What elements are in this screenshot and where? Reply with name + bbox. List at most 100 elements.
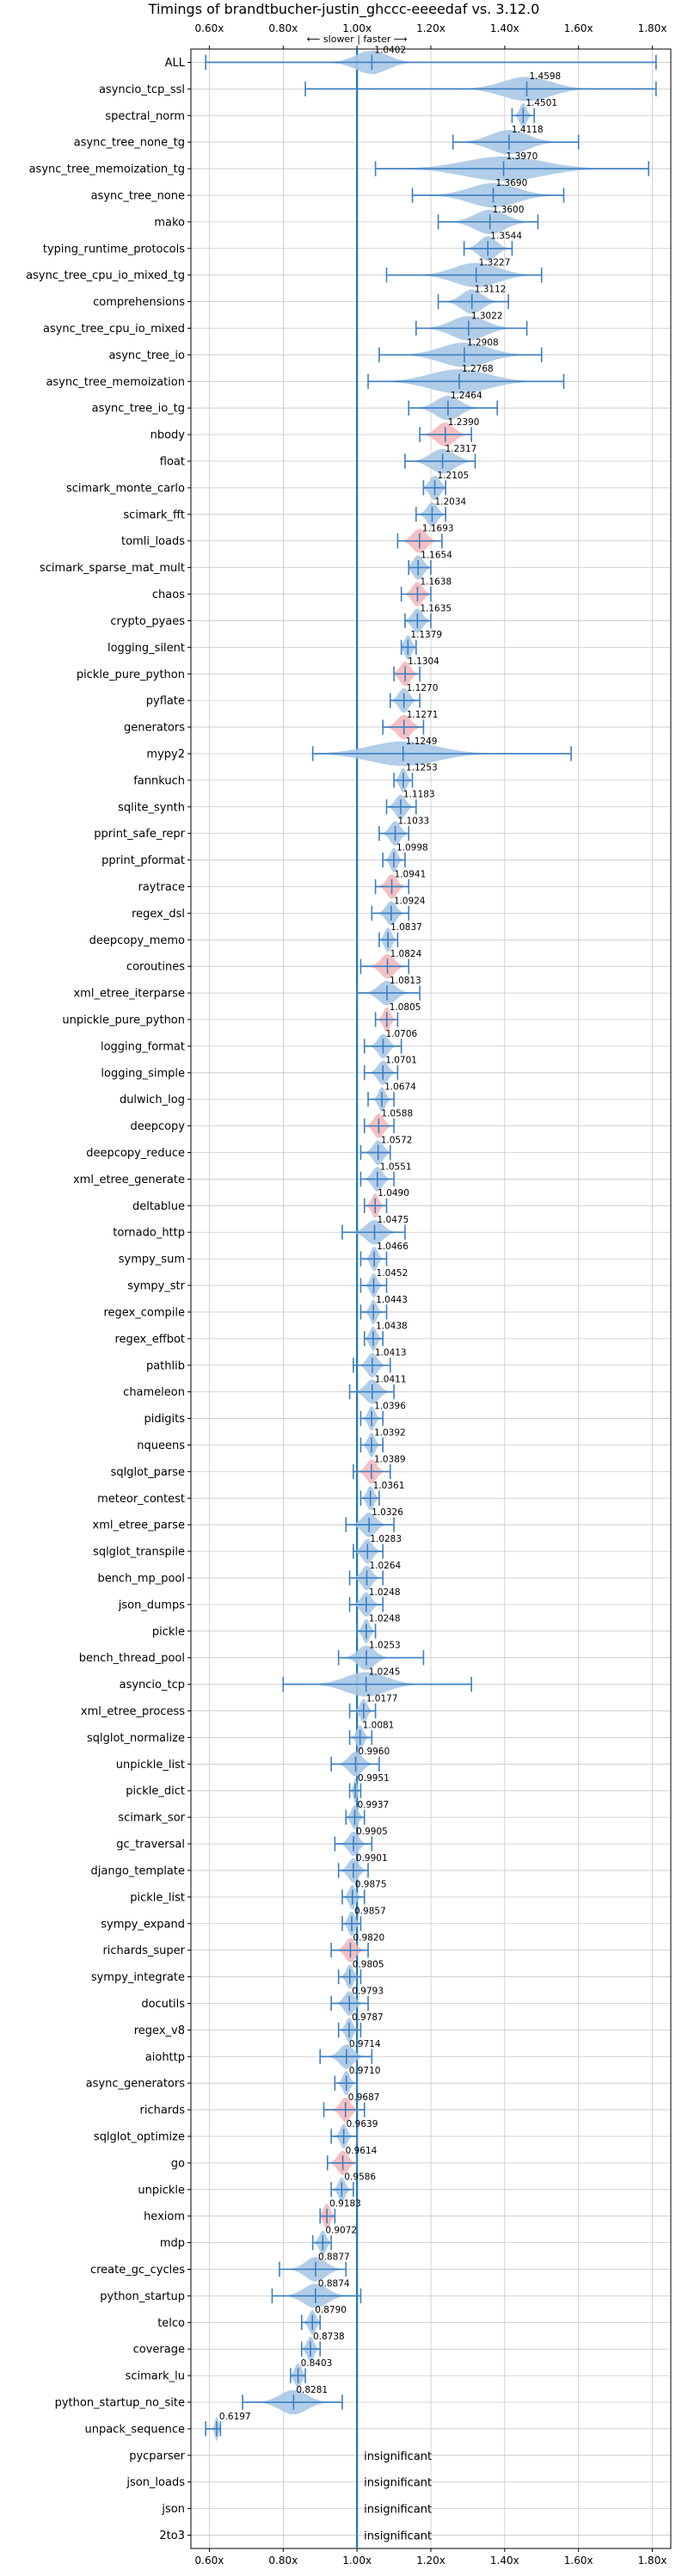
value-label: 1.0081 <box>363 1720 395 1730</box>
value-label: 1.0248 <box>369 1614 401 1624</box>
value-label: 0.8403 <box>301 2358 333 2369</box>
x-tick-label-bottom: 1.40x <box>490 2554 519 2567</box>
x-tick-label-bottom: 1.60x <box>564 2554 593 2567</box>
benchmark-label: deepcopy <box>130 1120 185 1133</box>
benchmark-label: nqueens <box>137 1439 185 1452</box>
value-label: 1.1638 <box>420 576 452 587</box>
value-label: 1.2464 <box>451 391 482 401</box>
value-label: 1.0572 <box>381 1135 413 1145</box>
benchmark-label: sympy_str <box>127 1280 185 1293</box>
benchmark-label: docutils <box>141 1998 185 2011</box>
benchmark-label: typing_runtime_protocols <box>43 243 185 256</box>
x-tick-label-top: 1.80x <box>638 22 667 34</box>
benchmark-label: async_tree_io_tg <box>92 403 185 416</box>
value-label: 0.9787 <box>352 2012 384 2023</box>
benchmark-label: asyncio_tcp_ssl <box>99 83 185 96</box>
value-label: 1.1635 <box>420 603 452 613</box>
benchmark-label: logging_simple <box>101 1067 185 1080</box>
value-label: 1.1183 <box>403 790 435 800</box>
value-label: 1.0396 <box>374 1401 406 1411</box>
benchmark-label: unpickle <box>138 2184 185 2197</box>
plot-frame <box>190 48 672 2549</box>
benchmark-label: dulwich_log <box>120 1094 185 1106</box>
value-label: 0.9183 <box>329 2199 361 2209</box>
value-label: 0.8874 <box>318 2278 350 2289</box>
x-tick-label-top: 0.60x <box>195 22 224 34</box>
benchmark-label: async_tree_io <box>108 349 185 362</box>
value-label: 1.0706 <box>385 1029 417 1039</box>
benchmark-label: asyncio_tcp <box>120 1679 185 1692</box>
value-label: 1.0551 <box>380 1162 412 1172</box>
benchmark-label: bench_thread_pool <box>79 1652 185 1665</box>
value-label: 0.8790 <box>315 2305 347 2315</box>
value-label: 1.2390 <box>448 417 480 428</box>
value-label: 1.1249 <box>406 736 438 747</box>
benchmark-label: chameleon <box>123 1386 185 1399</box>
benchmark-label: sympy_sum <box>119 1254 185 1266</box>
value-label: 0.9586 <box>344 2172 376 2183</box>
benchmark-label: crypto_pyaes <box>110 615 185 628</box>
value-label: 1.3600 <box>493 205 525 215</box>
benchmark-label: comprehensions <box>93 296 185 309</box>
value-label: 0.9710 <box>349 2066 381 2076</box>
benchmark-label: float <box>160 456 185 469</box>
benchmark-label: mypy2 <box>146 748 185 761</box>
value-label: 0.9687 <box>348 2092 380 2103</box>
x-tick-label-bottom: 0.60x <box>195 2554 224 2567</box>
value-label: 1.0326 <box>372 1507 403 1518</box>
benchmark-label: pprint_pformat <box>101 854 185 867</box>
x-tick-label-bottom: 1.00x <box>342 2554 372 2567</box>
benchmark-label: async_tree_memoization <box>46 376 185 389</box>
value-label: 1.0402 <box>374 45 406 55</box>
benchmark-label: json_dumps <box>118 1599 185 1612</box>
benchmark-label: bench_mp_pool <box>97 1572 185 1585</box>
value-label: 1.0177 <box>366 1693 398 1704</box>
benchmark-label: scimark_sparse_mat_mult <box>40 562 185 575</box>
benchmark-label: xml_etree_generate <box>73 1174 185 1186</box>
benchmark-label: json <box>161 2503 185 2516</box>
benchmark-label: scimark_lu <box>126 2370 185 2383</box>
benchmark-label: regex_compile <box>103 1306 185 1319</box>
value-label: 1.0389 <box>374 1454 406 1464</box>
benchmark-label: richards <box>140 2105 186 2117</box>
value-label: 1.2105 <box>438 471 470 481</box>
benchmark-label: scimark_fft <box>123 508 185 521</box>
x-tick-label-top: 1.40x <box>490 22 519 34</box>
benchmark-label: pickle_pure_python <box>77 669 185 681</box>
value-label: 1.1271 <box>407 710 439 720</box>
benchmark-label: logging_format <box>101 1040 185 1053</box>
value-label: 1.0805 <box>390 1002 421 1013</box>
benchmark-label: sqlglot_normalize <box>87 1732 185 1745</box>
benchmark-label: aiohttp <box>145 2051 185 2064</box>
benchmark-label: pidigits <box>144 1413 186 1426</box>
value-label: 1.1693 <box>422 524 454 534</box>
benchmark-label: coverage <box>133 2344 185 2357</box>
value-label: 1.1253 <box>406 763 438 773</box>
benchmark-label: async_generators <box>86 2078 186 2091</box>
benchmark-label: mdp <box>160 2237 185 2250</box>
value-label: 1.4598 <box>530 71 562 82</box>
benchmark-label: fannkuch <box>133 774 185 787</box>
value-label: 1.0361 <box>373 1481 405 1491</box>
benchmark-label: deepcopy_reduce <box>86 1147 185 1160</box>
value-label: 1.0466 <box>377 1242 408 1252</box>
value-label: 0.9960 <box>358 1747 390 1757</box>
value-label: 1.4118 <box>512 125 544 135</box>
value-label: 0.9714 <box>349 2039 381 2049</box>
value-label: 0.9905 <box>356 1827 388 1837</box>
benchmark-label: pycparser <box>129 2450 185 2462</box>
value-label: 1.3112 <box>475 284 507 294</box>
benchmark-label: django_template <box>91 1864 185 1877</box>
benchmark-label: mako <box>154 216 185 229</box>
value-label: 0.8281 <box>296 2385 328 2395</box>
benchmark-label: nbody <box>150 429 186 442</box>
value-label: 0.9937 <box>357 1800 389 1810</box>
value-label: 1.0438 <box>376 1322 408 1332</box>
value-label: 1.0837 <box>390 922 422 933</box>
benchmark-label: async_tree_cpu_io_mixed_tg <box>26 269 185 282</box>
benchmark-label: sqlite_synth <box>118 801 185 814</box>
benchmark-label: gc_traversal <box>116 1839 185 1852</box>
value-label: 1.0248 <box>369 1587 401 1598</box>
